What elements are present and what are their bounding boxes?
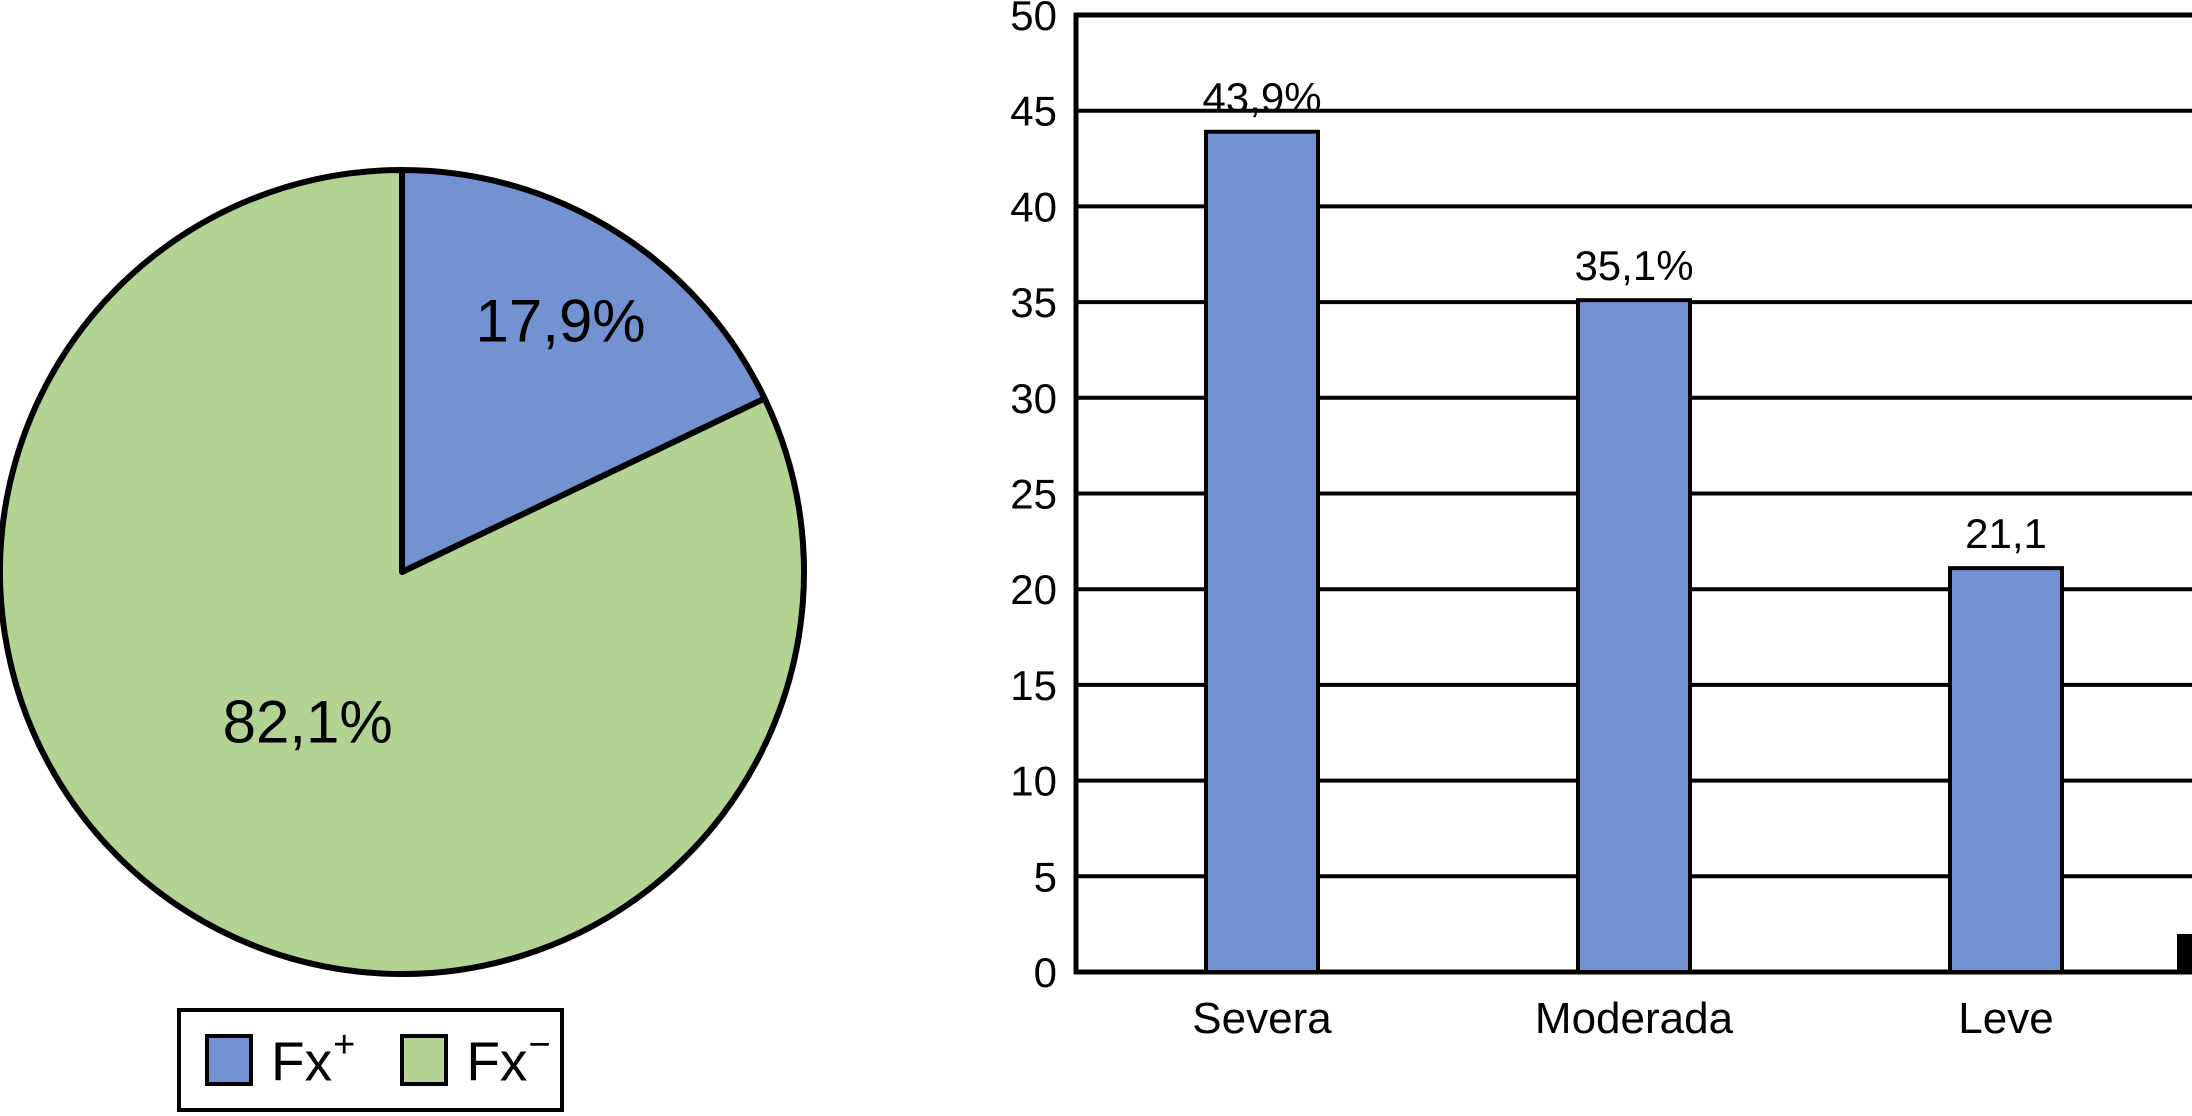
y-axis-tick-label-10: 10 — [1010, 758, 1057, 805]
y-axis-tick-label-45: 45 — [1010, 88, 1057, 135]
y-axis-tick-label-25: 25 — [1010, 471, 1057, 518]
legend-label-sup: + — [333, 1024, 356, 1067]
legend-label-fx-negative: Fx− — [466, 1026, 550, 1089]
x-category-label-moderada: Moderada — [1535, 994, 1734, 1043]
bar-value-label-leve: 21,1 — [1965, 510, 2047, 557]
bar-severa — [1204, 129, 1320, 974]
y-axis-tick-label-5: 5 — [1034, 853, 1057, 900]
legend-label-base: Fx — [466, 1030, 528, 1093]
legend-swatch-fx-negative — [400, 1033, 449, 1086]
y-axis-tick-label-40: 40 — [1010, 183, 1057, 230]
y-axis-tick-label-50: 50 — [1010, 0, 1057, 39]
bar-value-label-moderada: 35,1% — [1574, 242, 1693, 289]
bar-value-label-severa: 43,9% — [1202, 74, 1321, 121]
bar-leve — [1948, 566, 2064, 974]
legend-item-fx-positive: Fx+ — [205, 1026, 355, 1089]
y-axis-tick-label-0: 0 — [1034, 949, 1057, 996]
y-axis-tick-label-20: 20 — [1010, 566, 1057, 613]
legend-label-fx-positive: Fx+ — [271, 1026, 355, 1089]
y-axis-tick-label-30: 30 — [1010, 375, 1057, 422]
pie-slice-0 — [399, 167, 768, 575]
pie-slice-label-0: 17,9% — [476, 287, 646, 354]
x-category-label-severa: Severa — [1192, 994, 1332, 1043]
pie-legend: Fx+ Fx− — [177, 1008, 564, 1112]
pie-slice-label-1: 82,1% — [223, 689, 393, 756]
plot-corner-notch — [2177, 934, 2192, 972]
legend-label-sup: − — [528, 1024, 551, 1067]
legend-item-fx-negative: Fx− — [400, 1026, 551, 1089]
y-axis-tick-label-35: 35 — [1010, 279, 1057, 326]
pie-slice-1 — [0, 167, 807, 977]
y-axis-tick-label-15: 15 — [1010, 662, 1057, 709]
legend-swatch-fx-positive — [205, 1033, 253, 1086]
legend-label-base: Fx — [271, 1030, 333, 1093]
bar-moderada — [1576, 298, 1692, 975]
x-category-label-leve: Leve — [1958, 994, 2053, 1043]
